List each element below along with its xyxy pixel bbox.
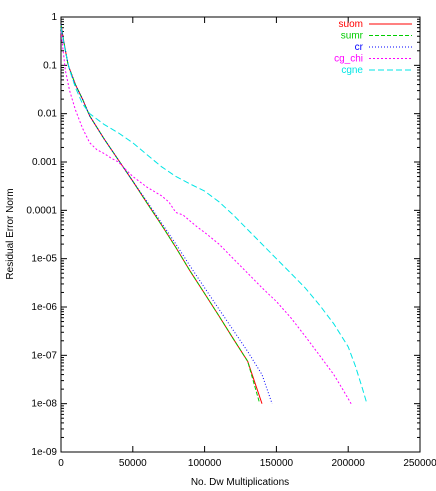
y-tick-label: 1 — [51, 12, 57, 23]
series-line-cg-chi — [60, 31, 352, 404]
y-tick-label: 0.01 — [38, 109, 58, 120]
x-tick-label: 250000 — [403, 458, 436, 469]
y-tick-label: 1e-05 — [31, 254, 57, 265]
y-tick-label: 0.0001 — [26, 205, 57, 216]
y-tick-label: 1e-06 — [31, 302, 57, 313]
x-tick-label: 50000 — [119, 458, 147, 469]
series-layer — [60, 24, 368, 404]
y-tick-label: 0.001 — [32, 157, 57, 168]
y-axis-label: Residual Error Norm — [5, 188, 16, 279]
y-tick-label: 1e-07 — [31, 350, 57, 361]
x-tick-label: 150000 — [260, 458, 294, 469]
y-tick-label: 0.1 — [43, 60, 57, 71]
y-tick-label: 1e-09 — [31, 447, 57, 458]
legend-label: cr — [355, 42, 364, 53]
legend-label: cgne — [341, 65, 363, 76]
x-axis-ticks: 0 50000 100000 150000 200000 250000 — [58, 17, 436, 469]
series-line-sumr — [60, 24, 260, 402]
y-tick-label: 1e-08 — [31, 399, 57, 410]
x-tick-label: 100000 — [188, 458, 222, 469]
series-line-cgne — [60, 27, 368, 404]
x-tick-label: 0 — [58, 458, 64, 469]
x-axis-label: No. Dw Multiplications — [191, 477, 289, 488]
x-tick-label: 200000 — [332, 458, 366, 469]
legend-label: cg_chi — [334, 54, 363, 65]
plot-frame — [60, 16, 421, 453]
series-line-cr — [60, 24, 273, 404]
legend-label: sumr — [341, 31, 364, 42]
y-axis-ticks: 1 0.1 0.01 0.001 0.0001 1e-05 1e-06 1e-07 1e-08 1… — [26, 12, 420, 458]
legend-label: suom — [339, 19, 363, 30]
